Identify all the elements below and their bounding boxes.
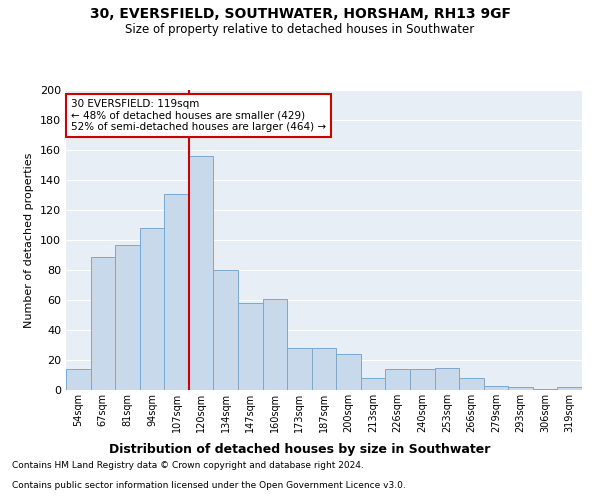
Text: 30 EVERSFIELD: 119sqm
← 48% of detached houses are smaller (429)
52% of semi-det: 30 EVERSFIELD: 119sqm ← 48% of detached …: [71, 99, 326, 132]
Bar: [238, 303, 263, 390]
Bar: [484, 386, 508, 390]
Bar: [287, 348, 312, 390]
Text: 30, EVERSFIELD, SOUTHWATER, HORSHAM, RH13 9GF: 30, EVERSFIELD, SOUTHWATER, HORSHAM, RH1…: [89, 8, 511, 22]
Text: Contains HM Land Registry data © Crown copyright and database right 2024.: Contains HM Land Registry data © Crown c…: [12, 461, 364, 470]
Bar: [361, 378, 385, 390]
Bar: [336, 354, 361, 390]
Text: Contains public sector information licensed under the Open Government Licence v3: Contains public sector information licen…: [12, 481, 406, 490]
Bar: [508, 387, 533, 390]
Y-axis label: Number of detached properties: Number of detached properties: [25, 152, 34, 328]
Bar: [459, 378, 484, 390]
Bar: [189, 156, 214, 390]
Bar: [214, 270, 238, 390]
Bar: [385, 369, 410, 390]
Bar: [434, 368, 459, 390]
Bar: [263, 298, 287, 390]
Text: Distribution of detached houses by size in Southwater: Distribution of detached houses by size …: [109, 442, 491, 456]
Bar: [557, 387, 582, 390]
Text: Size of property relative to detached houses in Southwater: Size of property relative to detached ho…: [125, 22, 475, 36]
Bar: [66, 369, 91, 390]
Bar: [312, 348, 336, 390]
Bar: [164, 194, 189, 390]
Bar: [140, 228, 164, 390]
Bar: [410, 369, 434, 390]
Bar: [115, 244, 140, 390]
Bar: [533, 388, 557, 390]
Bar: [91, 256, 115, 390]
